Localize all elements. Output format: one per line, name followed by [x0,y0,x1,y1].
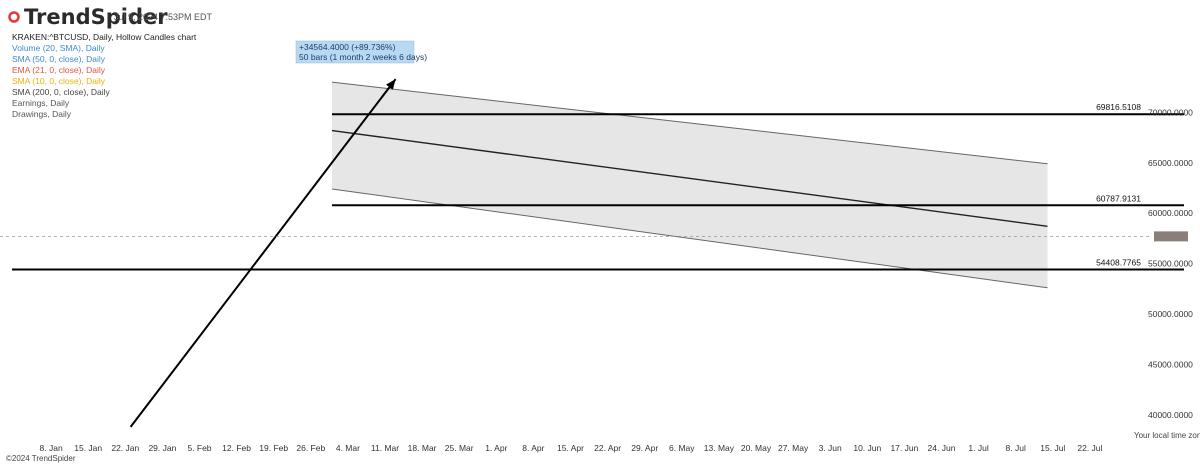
timestamp: Jul 9, 2024 7:53PM EDT [114,12,213,22]
timezone-label[interactable]: Your local time zone [1134,431,1200,440]
x-tick-label: 13. May [704,443,735,453]
x-tick-label: 5. Feb [187,443,211,453]
x-tick-label: 25. Mar [445,443,474,453]
x-tick-label: 3. Jun [819,443,842,453]
x-tick-label: 17. Jun [890,443,918,453]
x-tick-label: 22. Jan [111,443,139,453]
legend-item: Volume (20, SMA), Daily [12,43,105,53]
current-price-tag [1154,231,1188,242]
indicator-legend: KRAKEN:^BTCUSD, Daily, Hollow Candles ch… [12,32,197,119]
measure-change: +34564.4000 (+89.736%) [299,42,396,52]
legend-item: SMA (200, 0, close), Daily [12,87,111,97]
x-tick-label: 20. May [741,443,772,453]
x-tick-label: 19. Feb [259,443,288,453]
logo: TrendSpider [8,5,168,29]
channel-upper-line [331,81,1048,165]
measure-tooltip: +34564.4000 (+89.736%) 50 bars (1 month … [295,40,427,64]
x-axis: 8. Jan 15. Jan 22. Jan 29. Jan 5. Feb 12. Feb… [40,443,1103,453]
y-tick-label: 60000.0000 [1148,208,1193,218]
x-tick-label: 27. May [778,443,809,453]
logo-icon [8,11,20,23]
x-tick-label: 4. Mar [336,443,360,453]
x-tick-label: 29. Apr [631,443,658,453]
plot-area[interactable]: 69816.5108 60787.9131 54408.7765 [0,78,1188,428]
copyright: ©2024 TrendSpider [6,454,76,463]
x-tick-label: 22. Jul [1077,443,1102,453]
legend-item: Earnings, Daily [12,98,70,108]
x-tick-label: 15. Jul [1040,443,1065,453]
x-tick-label: 12. Feb [222,443,251,453]
x-tick-label: 29. Jan [148,443,176,453]
x-tick-label: 8. Apr [522,443,544,453]
y-tick-label: 55000.0000 [1148,259,1193,269]
measure-bars: 50 bars (1 month 2 weeks 6 days) [299,52,427,62]
level-label: 60787.9131 [1096,193,1141,203]
x-tick-label: 24. Jun [928,443,956,453]
level-label: 69816.5108 [1096,102,1141,112]
channel-middle-line [331,129,1048,227]
legend-item: EMA (21, 0, close), Daily [12,65,106,75]
level-label: 54408.7765 [1096,258,1141,268]
x-tick-label: 26. Feb [296,443,325,453]
x-tick-label: 11. Mar [371,443,399,453]
legend-item: SMA (50, 0, close), Daily [12,54,106,64]
x-tick-label: 22. Apr [594,443,621,453]
x-tick-label: 8. Jul [1006,443,1026,453]
measure-tooltip-box [295,40,415,64]
x-tick-label: 10. Jun [853,443,881,453]
measure-arrow-line [129,78,397,428]
x-tick-label: 18. Mar [408,443,437,453]
x-tick-label: 8. Jan [40,443,63,453]
y-tick-label: 65000.0000 [1148,158,1193,168]
x-tick-label: 1. Jul [968,443,988,453]
y-tick-label: 40000.0000 [1148,410,1193,420]
y-tick-label: 50000.0000 [1148,309,1193,319]
legend-item: KRAKEN:^BTCUSD, Daily, Hollow Candles ch… [12,32,197,42]
y-axis: 70000.0000 65000.0000 60000.0000 55000.0000… [1148,107,1193,419]
x-tick-label: 6. May [669,443,695,453]
legend-item: SMA (10, 0, close), Daily [12,76,106,86]
measure-arrow-head [386,79,396,90]
x-tick-label: 15. Apr [557,443,584,453]
y-tick-label: 45000.0000 [1148,359,1193,369]
channel-fill [332,82,1048,288]
brand-name: TrendSpider [24,5,168,29]
y-tick-label: 70000.0000 [1148,107,1193,117]
x-tick-label: 1. Apr [485,443,507,453]
x-tick-label: 15. Jan [74,443,102,453]
legend-item: Drawings, Daily [12,109,72,119]
